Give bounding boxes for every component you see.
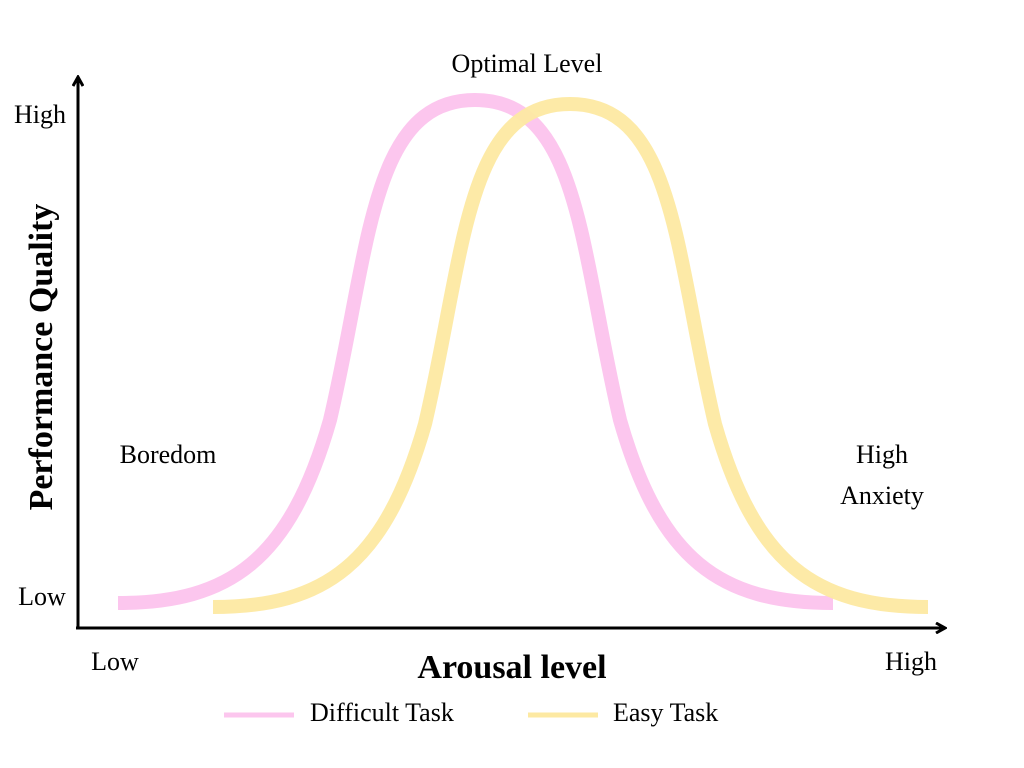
y-high-label: High [14, 100, 66, 129]
x-high-label: High [885, 647, 937, 676]
legend-label: Difficult Task [310, 698, 454, 727]
title: Optimal Level [452, 49, 603, 78]
y-low-label: Low [18, 582, 66, 611]
boredom-label: Boredom [120, 440, 217, 469]
x-axis-label: Arousal level [417, 649, 606, 686]
x-low-label: Low [91, 647, 139, 676]
difficult-task-curve [117, 92, 834, 610]
y-axis-label: Performance Quality [23, 204, 60, 511]
anxiety-label: High [856, 440, 908, 469]
legend-label: Easy Task [613, 698, 718, 727]
anxiety-label: Anxiety [840, 481, 924, 510]
easy-task-curve [212, 96, 929, 614]
